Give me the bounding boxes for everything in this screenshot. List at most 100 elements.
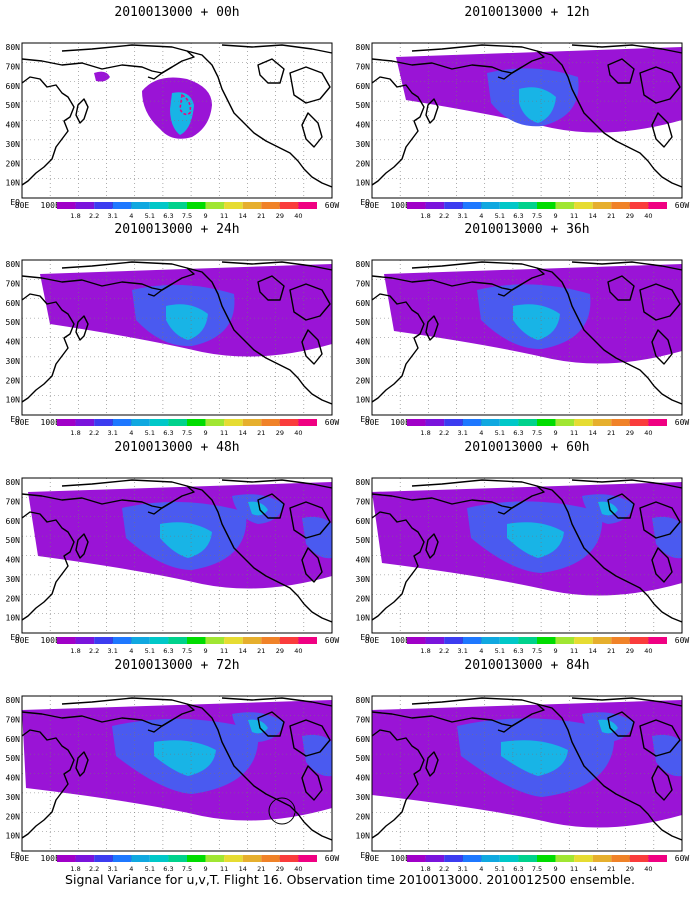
panel-title: 2010013000 + 60h [464,440,590,455]
svg-text:60W: 60W [325,201,340,210]
svg-text:3.1: 3.1 [108,865,118,873]
svg-text:4: 4 [129,429,133,437]
svg-text:100E: 100E [391,636,410,645]
figure-caption: Signal Variance for u,v,T. Flight 16. Ob… [65,872,635,887]
svg-text:40: 40 [644,865,652,873]
svg-text:29: 29 [626,647,634,655]
svg-text:70N: 70N [6,497,21,506]
svg-text:20N: 20N [356,594,371,603]
svg-text:80E: 80E [365,854,380,863]
svg-text:29: 29 [276,865,284,873]
svg-text:40: 40 [294,212,302,220]
svg-text:2.2: 2.2 [89,647,99,655]
svg-text:10N: 10N [6,614,21,623]
svg-text:9: 9 [204,865,208,873]
svg-text:50N: 50N [6,536,21,545]
map-panel-84h: 2010013000 + 84h 80N 70N 60N 50N 40N 30N 20N 10N… [356,658,692,873]
svg-text:10N: 10N [356,614,371,623]
svg-text:20N: 20N [356,812,371,821]
svg-text:29: 29 [276,429,284,437]
svg-text:30N: 30N [356,357,371,366]
svg-text:50N: 50N [356,536,371,545]
svg-text:14: 14 [239,212,247,220]
svg-text:80N: 80N [356,43,371,52]
svg-text:11: 11 [570,647,578,655]
svg-text:4: 4 [479,212,483,220]
svg-text:7.5: 7.5 [182,865,192,873]
svg-text:40N: 40N [6,556,21,565]
svg-text:20N: 20N [356,159,371,168]
svg-text:80N: 80N [356,260,371,269]
svg-text:6.3: 6.3 [513,865,523,873]
svg-text:60W: 60W [325,854,340,863]
svg-text:7.5: 7.5 [182,429,192,437]
svg-text:29: 29 [626,429,634,437]
svg-text:9: 9 [554,865,558,873]
svg-text:3.1: 3.1 [108,647,118,655]
svg-text:2.2: 2.2 [439,647,449,655]
svg-text:40N: 40N [6,338,21,347]
svg-text:40: 40 [294,647,302,655]
svg-text:60N: 60N [356,735,371,744]
svg-text:3.1: 3.1 [458,429,468,437]
svg-text:6.3: 6.3 [163,212,173,220]
svg-text:EQ: EQ [360,851,370,860]
svg-text:50N: 50N [356,101,371,110]
svg-text:30N: 30N [356,140,371,149]
svg-text:100E: 100E [41,201,60,210]
svg-text:5.1: 5.1 [495,647,505,655]
svg-text:50N: 50N [356,754,371,763]
svg-text:80E: 80E [15,201,30,210]
svg-text:60W: 60W [325,418,340,427]
svg-text:4: 4 [479,865,483,873]
svg-text:30N: 30N [6,140,21,149]
svg-text:5.1: 5.1 [145,865,155,873]
svg-text:20N: 20N [6,594,21,603]
svg-text:29: 29 [626,865,634,873]
svg-text:60N: 60N [6,517,21,526]
svg-text:2.2: 2.2 [89,212,99,220]
svg-text:70N: 70N [356,715,371,724]
svg-text:3.1: 3.1 [108,429,118,437]
svg-text:11: 11 [220,865,228,873]
svg-text:60N: 60N [6,735,21,744]
svg-text:10N: 10N [6,179,21,188]
variance-map: 80N70N60N50N40N30N20N10NEQ80E100E120E140… [6,42,340,220]
svg-text:3.1: 3.1 [458,212,468,220]
map-panel-24h: 2010013000 + 24h 80N 70N 60N 50N 40N 30N 20N 10N… [6,222,342,437]
svg-text:9: 9 [204,212,208,220]
svg-text:1.8: 1.8 [70,212,80,220]
svg-text:40: 40 [294,865,302,873]
svg-text:40: 40 [644,429,652,437]
variance-map: 80N70N60N50N40N30N20N10NEQ80E100E120E140… [356,259,689,437]
svg-text:80N: 80N [356,478,371,487]
svg-text:4: 4 [129,212,133,220]
svg-text:20N: 20N [6,376,21,385]
svg-text:60W: 60W [675,201,690,210]
svg-text:11: 11 [570,865,578,873]
svg-text:21: 21 [607,647,615,655]
svg-text:29: 29 [276,647,284,655]
svg-text:80E: 80E [365,418,380,427]
svg-text:21: 21 [607,212,615,220]
panel-title: 2010013000 + 48h [114,440,240,455]
svg-text:EQ: EQ [360,198,370,207]
panel-title: 2010013000 + 12h [464,5,590,20]
panel-title: 2010013000 + 00h [114,5,240,20]
svg-text:30N: 30N [6,357,21,366]
svg-text:5.1: 5.1 [145,647,155,655]
svg-text:50N: 50N [6,754,21,763]
svg-text:80N: 80N [6,260,21,269]
svg-text:14: 14 [239,429,247,437]
svg-text:6.3: 6.3 [163,429,173,437]
svg-text:EQ: EQ [360,415,370,424]
svg-text:21: 21 [257,212,265,220]
svg-text:21: 21 [257,865,265,873]
variance-map: 80N70N60N50N40N30N20N10NEQ80E100E120E140… [356,477,689,655]
svg-text:EQ: EQ [10,851,20,860]
svg-text:11: 11 [570,429,578,437]
svg-text:1.8: 1.8 [70,429,80,437]
variance-map: 80N70N60N50N40N30N20N10NEQ80E100E120E140… [356,42,690,220]
svg-text:2.2: 2.2 [89,865,99,873]
svg-text:14: 14 [589,865,597,873]
